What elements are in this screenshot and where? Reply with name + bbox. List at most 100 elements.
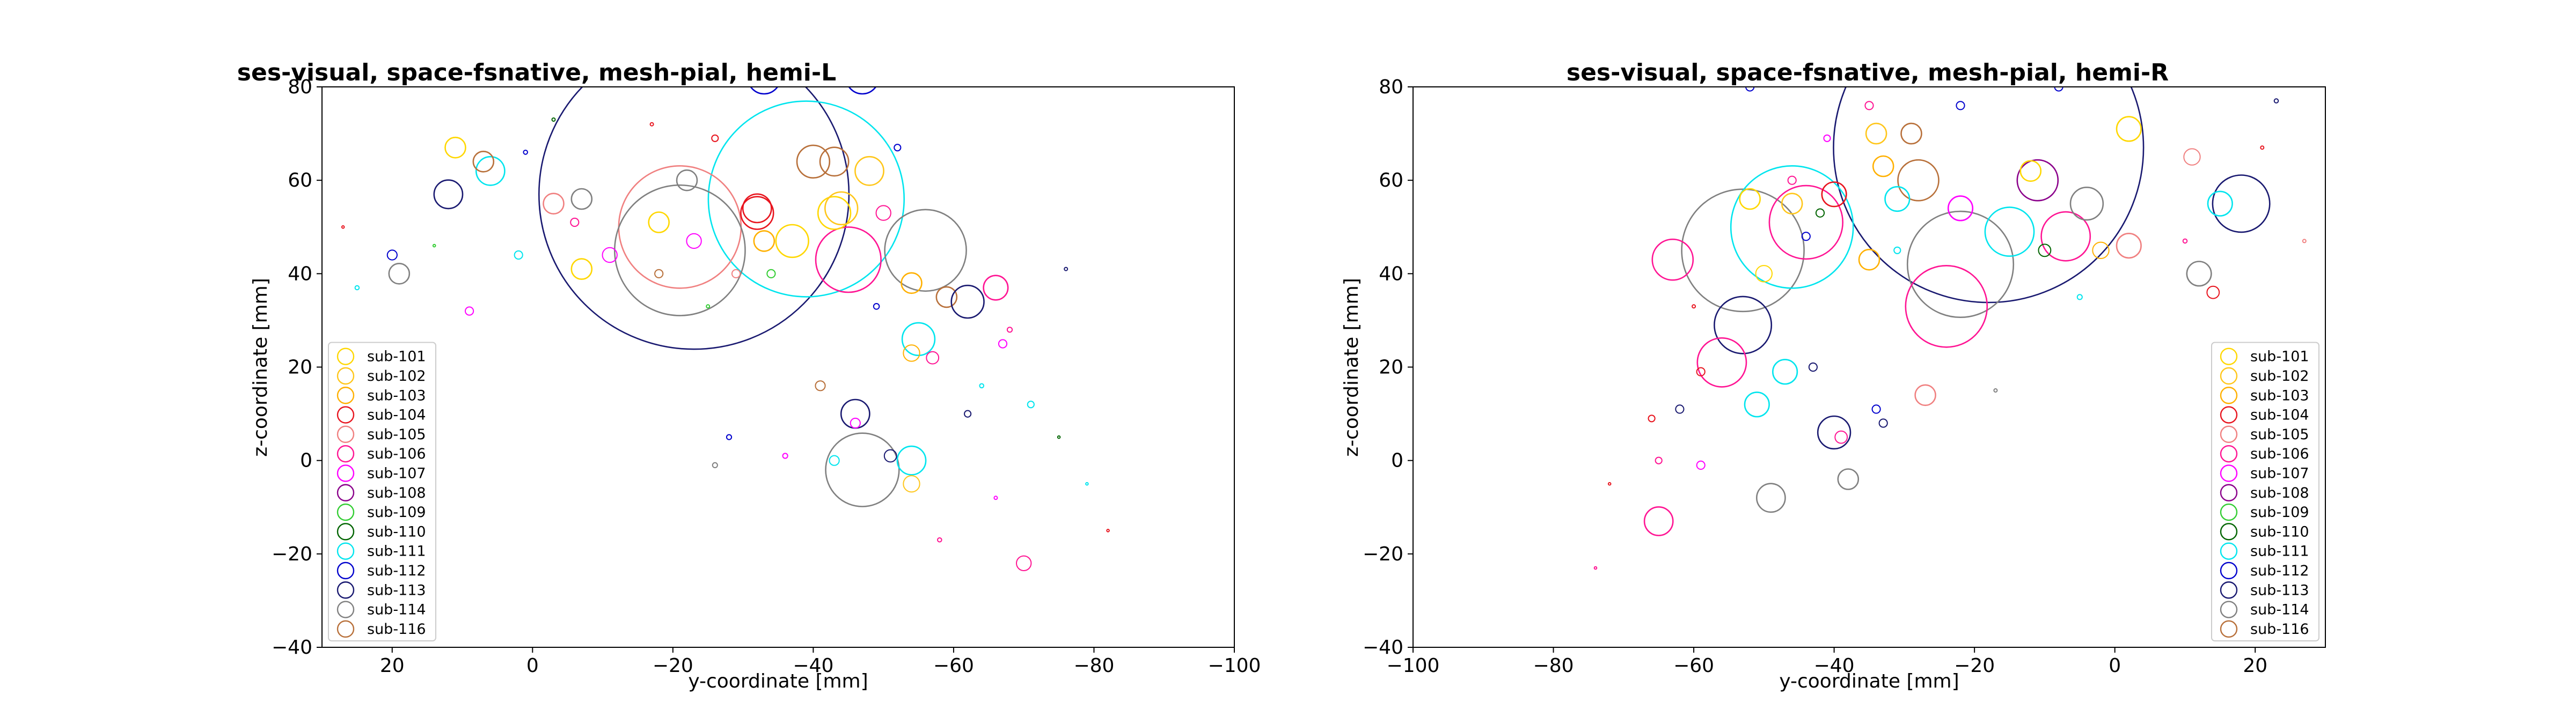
legend-marker: [2220, 464, 2238, 482]
legend-label: sub-114: [2250, 602, 2309, 618]
data-point-sub-106: [1768, 184, 1844, 260]
panel-hemi-R: ses-visual, space-fsnative, mesh-pial, h…: [1341, 59, 2326, 692]
x-tick-label: −40: [793, 655, 833, 677]
legend-label: sub-112: [2250, 563, 2309, 579]
data-point-sub-102: [1865, 122, 1887, 145]
y-tick-label: −20: [1363, 543, 1403, 565]
x-axis-ticks: 20 0 −20 −40 −60 −80 −100: [380, 647, 1261, 677]
legend-marker: [2220, 406, 2238, 424]
data-point-sub-112: [726, 434, 733, 440]
data-point-sub-101: [2019, 160, 2042, 182]
legend: sub-101 sub-102 sub-103 sub-104 sub-105 sub-1…: [328, 342, 436, 641]
legend-item: sub-111: [2220, 542, 2309, 560]
x-tick-label: −20: [1954, 655, 1995, 677]
data-point-sub-110: [2038, 243, 2052, 257]
data-point-sub-101: [444, 136, 466, 159]
legend-marker: [2220, 542, 2238, 560]
data-point-sub-103: [901, 272, 923, 294]
data-point-sub-101: [775, 224, 809, 258]
legend-item: sub-106: [2220, 445, 2309, 463]
legend-label: sub-112: [367, 563, 426, 579]
data-point-sub-102: [824, 191, 859, 226]
y-tick-label: 0: [1391, 450, 1403, 472]
legend-item: sub-101: [336, 348, 426, 365]
data-point-sub-114: [1837, 468, 1860, 490]
legend-label: sub-110: [2250, 523, 2309, 540]
legend-item: sub-114: [2220, 601, 2309, 618]
data-point-sub-102: [1781, 193, 1803, 215]
data-point-sub-112: [1956, 101, 1965, 110]
legend-item: sub-105: [2220, 425, 2309, 444]
legend-item: sub-104: [336, 406, 426, 424]
legend-item: sub-112: [2220, 562, 2309, 580]
x-tick-label: −80: [1533, 655, 1574, 677]
legend-label: sub-109: [367, 504, 426, 521]
data-point-sub-106: [1006, 327, 1013, 333]
y-tick-label: 20: [288, 357, 312, 379]
x-axis-ticks: −100 −80 −60 −40 −20 0 20: [1387, 647, 2267, 677]
data-point-sub-116: [935, 286, 958, 308]
legend-label: sub-106: [367, 446, 426, 462]
legend-label: sub-111: [367, 543, 426, 560]
legend-item: sub-116: [2220, 620, 2309, 638]
legend-label: sub-107: [367, 465, 426, 482]
data-point-sub-107: [993, 496, 998, 500]
y-tick-label: 80: [288, 76, 312, 98]
data-point-sub-114: [884, 209, 967, 292]
data-point-sub-104: [2206, 285, 2220, 299]
legend-marker: [2220, 367, 2238, 385]
x-tick-label: −20: [653, 655, 693, 677]
legend-label: sub-114: [367, 602, 426, 618]
data-point-sub-114: [1906, 210, 2015, 318]
data-point-sub-107: [602, 247, 618, 263]
legend-marker: [336, 562, 355, 580]
data-point-sub-105: [2183, 148, 2201, 166]
legend-label: sub-105: [367, 426, 426, 443]
chart-title: ses-visual, space-fsnative, mesh-pial, h…: [237, 59, 836, 86]
legend: sub-101 sub-102 sub-103 sub-104 sub-105 sub-1…: [2211, 342, 2319, 641]
y-tick-label: 0: [300, 450, 312, 472]
legend-item: sub-107: [336, 464, 426, 482]
legend-marker: [2220, 348, 2238, 365]
legend-item: sub-109: [2220, 503, 2309, 521]
data-point-sub-112: [1745, 87, 1755, 92]
x-axis-label: y-coordinate [mm]: [1779, 670, 1959, 692]
legend-label: sub-101: [367, 349, 426, 365]
legend-label: sub-116: [367, 621, 426, 638]
legend-item: sub-102: [336, 367, 426, 385]
data-point-sub-114: [676, 169, 698, 191]
legend-label: sub-113: [367, 582, 426, 599]
data-point-sub-113: [950, 284, 985, 319]
data-point-sub-101: [1755, 265, 1773, 283]
legend-marker: [2220, 425, 2238, 444]
legend-marker: [336, 484, 355, 501]
x-tick-label: −80: [1073, 655, 1114, 677]
data-point-sub-112: [873, 303, 880, 310]
data-point-sub-113: [1808, 362, 1818, 372]
x-tick-label: −100: [1387, 655, 1440, 677]
y-tick-label: 60: [288, 169, 312, 191]
legend-label: sub-108: [367, 485, 426, 501]
data-point-sub-116: [815, 380, 826, 391]
legend-label: sub-113: [2250, 582, 2309, 599]
data-point-sub-102: [854, 156, 884, 186]
data-point-sub-104: [742, 193, 772, 224]
data-point-sub-106: [570, 217, 580, 227]
data-point-sub-113: [2273, 98, 2279, 104]
data-point-sub-114: [1993, 388, 1998, 393]
legend-item: sub-112: [336, 562, 426, 580]
data-point-sub-103: [1858, 248, 1880, 271]
data-point-sub-104: [649, 122, 654, 127]
y-tick-label: 20: [1379, 357, 1403, 379]
data-point-sub-111: [707, 100, 905, 298]
legend-item: sub-105: [336, 425, 426, 444]
x-tick-label: 0: [526, 655, 539, 677]
data-point-sub-106: [875, 205, 891, 221]
data-point-sub-111: [1772, 359, 1798, 385]
plot-area: [341, 87, 1110, 572]
data-point-sub-116: [472, 150, 495, 173]
x-tick-label: −60: [1673, 655, 1714, 677]
data-point-sub-111: [2207, 190, 2233, 217]
y-tick-label: 40: [288, 263, 312, 285]
data-point-sub-116: [819, 146, 850, 177]
